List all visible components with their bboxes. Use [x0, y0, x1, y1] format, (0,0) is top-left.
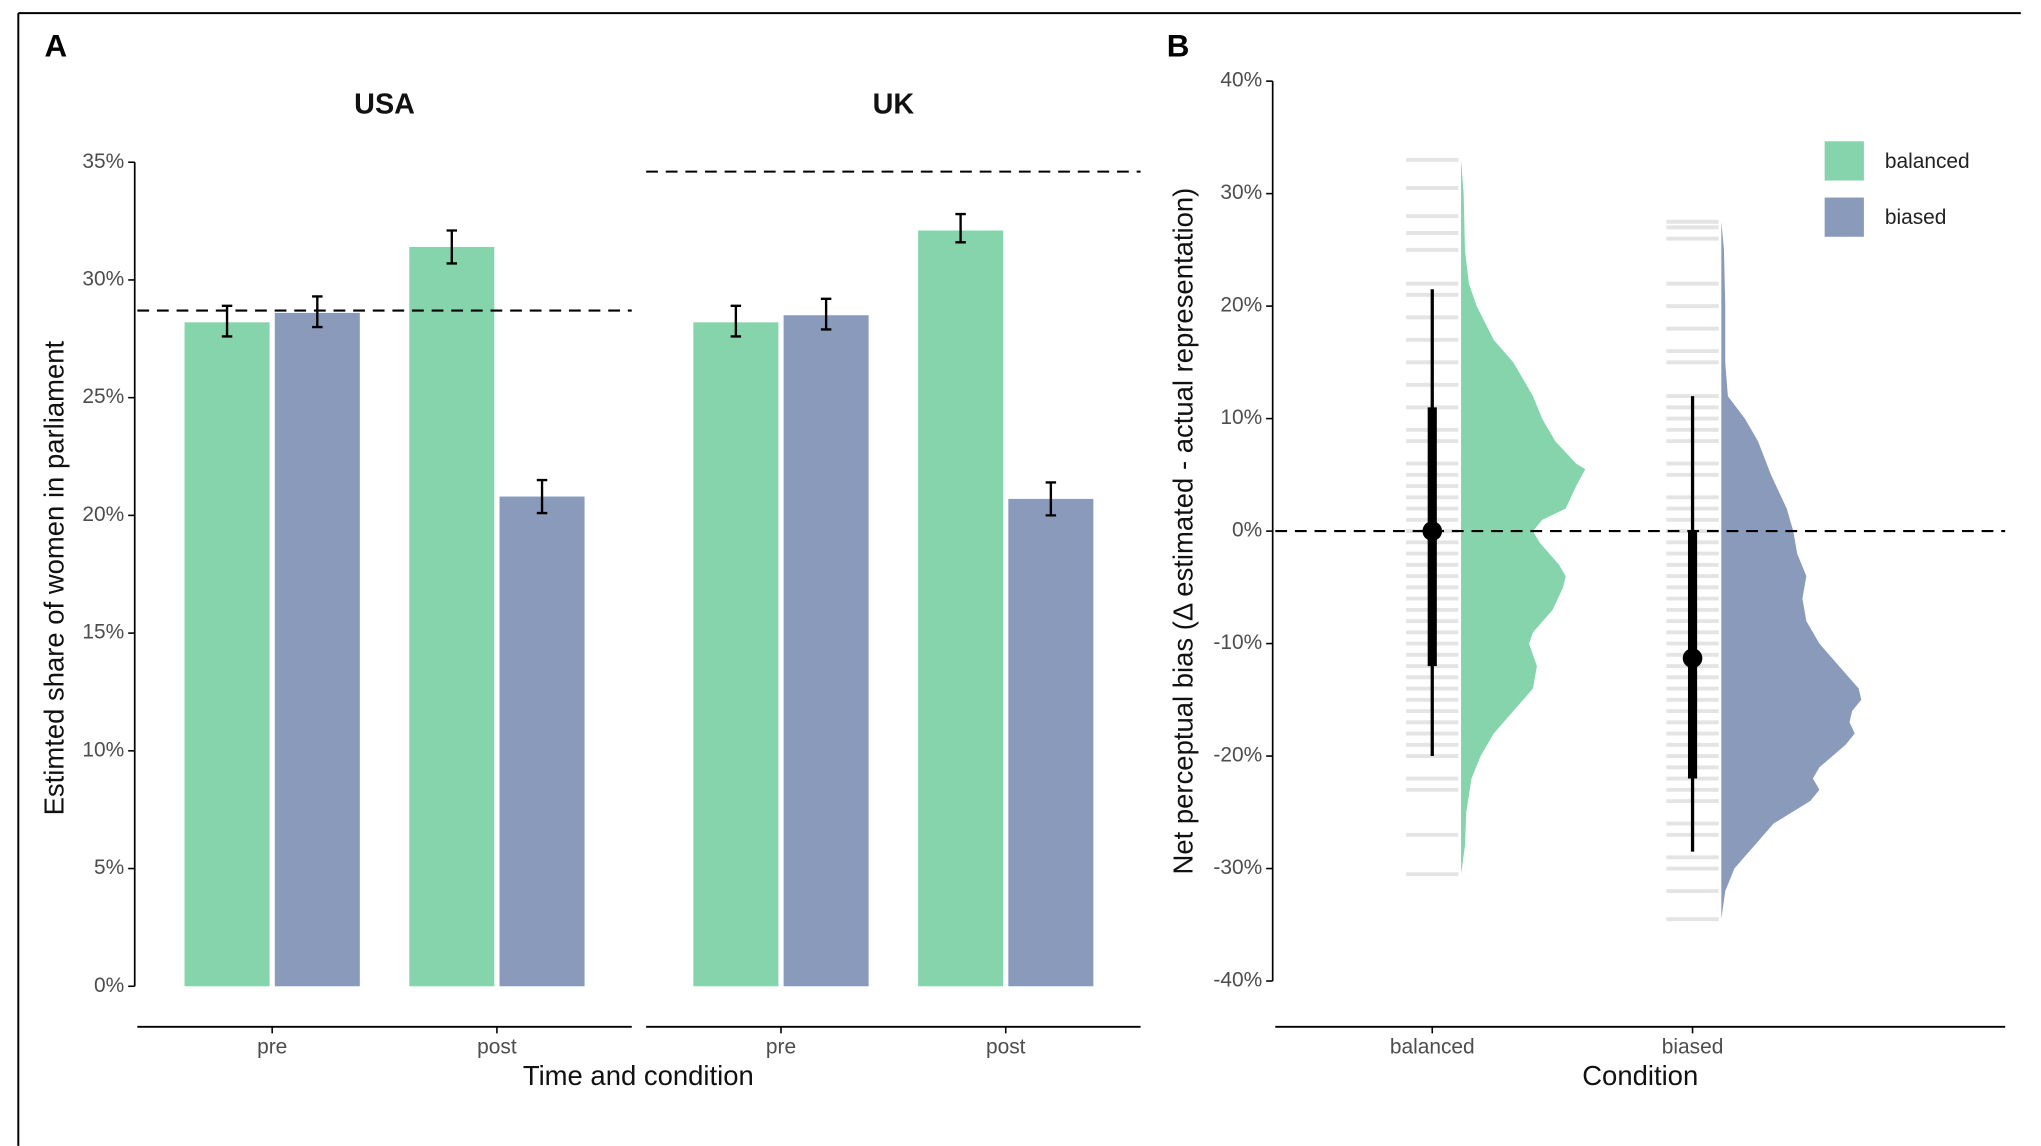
y-tick-label: 10%: [1220, 406, 1262, 429]
panel-label: A: [44, 29, 67, 64]
facet-title: USA: [354, 89, 415, 121]
bar: [693, 322, 779, 987]
x-tick-label: pre: [257, 1035, 287, 1058]
density: [1721, 221, 1862, 920]
y-tick-label: 35%: [82, 150, 124, 173]
facet-title: UK: [873, 89, 915, 121]
y-tick-label: 0%: [94, 974, 124, 997]
x-tick-label: post: [477, 1035, 517, 1058]
y-tick-label: 0%: [1232, 519, 1262, 542]
y-tick-label: 40%: [1220, 69, 1262, 92]
panel-label: B: [1167, 29, 1190, 64]
x-tick-label: pre: [766, 1035, 796, 1058]
y-tick-label: -40%: [1213, 969, 1262, 992]
error-bar: [536, 478, 548, 515]
bar: [918, 230, 1004, 987]
legend-swatch: [1824, 141, 1864, 181]
bar: [184, 322, 270, 987]
x-tick-label: post: [986, 1035, 1026, 1058]
y-tick-label: 30%: [82, 267, 124, 290]
y-tick-label: 20%: [82, 503, 124, 526]
error-bar: [730, 304, 742, 338]
x-axis-title: Time and condition: [523, 1060, 754, 1091]
error-bar: [820, 297, 832, 331]
bar: [783, 315, 869, 987]
error-bar: [312, 295, 323, 329]
y-tick-label: -20%: [1213, 744, 1262, 767]
y-tick-label: 20%: [1220, 294, 1262, 317]
legend-label: balanced: [1885, 150, 1970, 173]
y-tick-label: -10%: [1213, 631, 1262, 654]
error-bar: [955, 212, 966, 244]
x-tick-label: biased: [1662, 1035, 1724, 1058]
median: [1682, 648, 1703, 668]
bar: [1008, 498, 1094, 987]
bar: [274, 312, 360, 987]
y-axis-title: Net perceptual bias (Δ estimated - actua…: [1167, 188, 1198, 875]
x-axis-title: Condition: [1582, 1060, 1698, 1091]
density: [1461, 159, 1586, 875]
y-tick-label: 25%: [82, 385, 124, 408]
y-tick-label: 5%: [94, 856, 124, 879]
y-tick-label: 10%: [82, 738, 124, 761]
bar: [409, 246, 495, 987]
y-tick-label: 30%: [1220, 181, 1262, 204]
error-bar: [1045, 481, 1057, 517]
x-tick-label: balanced: [1390, 1035, 1475, 1058]
y-tick-label: 15%: [82, 621, 124, 644]
y-axis-title: Estimted share of women in parliament: [38, 341, 69, 816]
bar: [499, 496, 585, 987]
error-bar: [446, 229, 458, 265]
legend-swatch: [1824, 197, 1864, 237]
legend-label: biased: [1885, 206, 1947, 229]
y-tick-label: -30%: [1213, 856, 1262, 879]
